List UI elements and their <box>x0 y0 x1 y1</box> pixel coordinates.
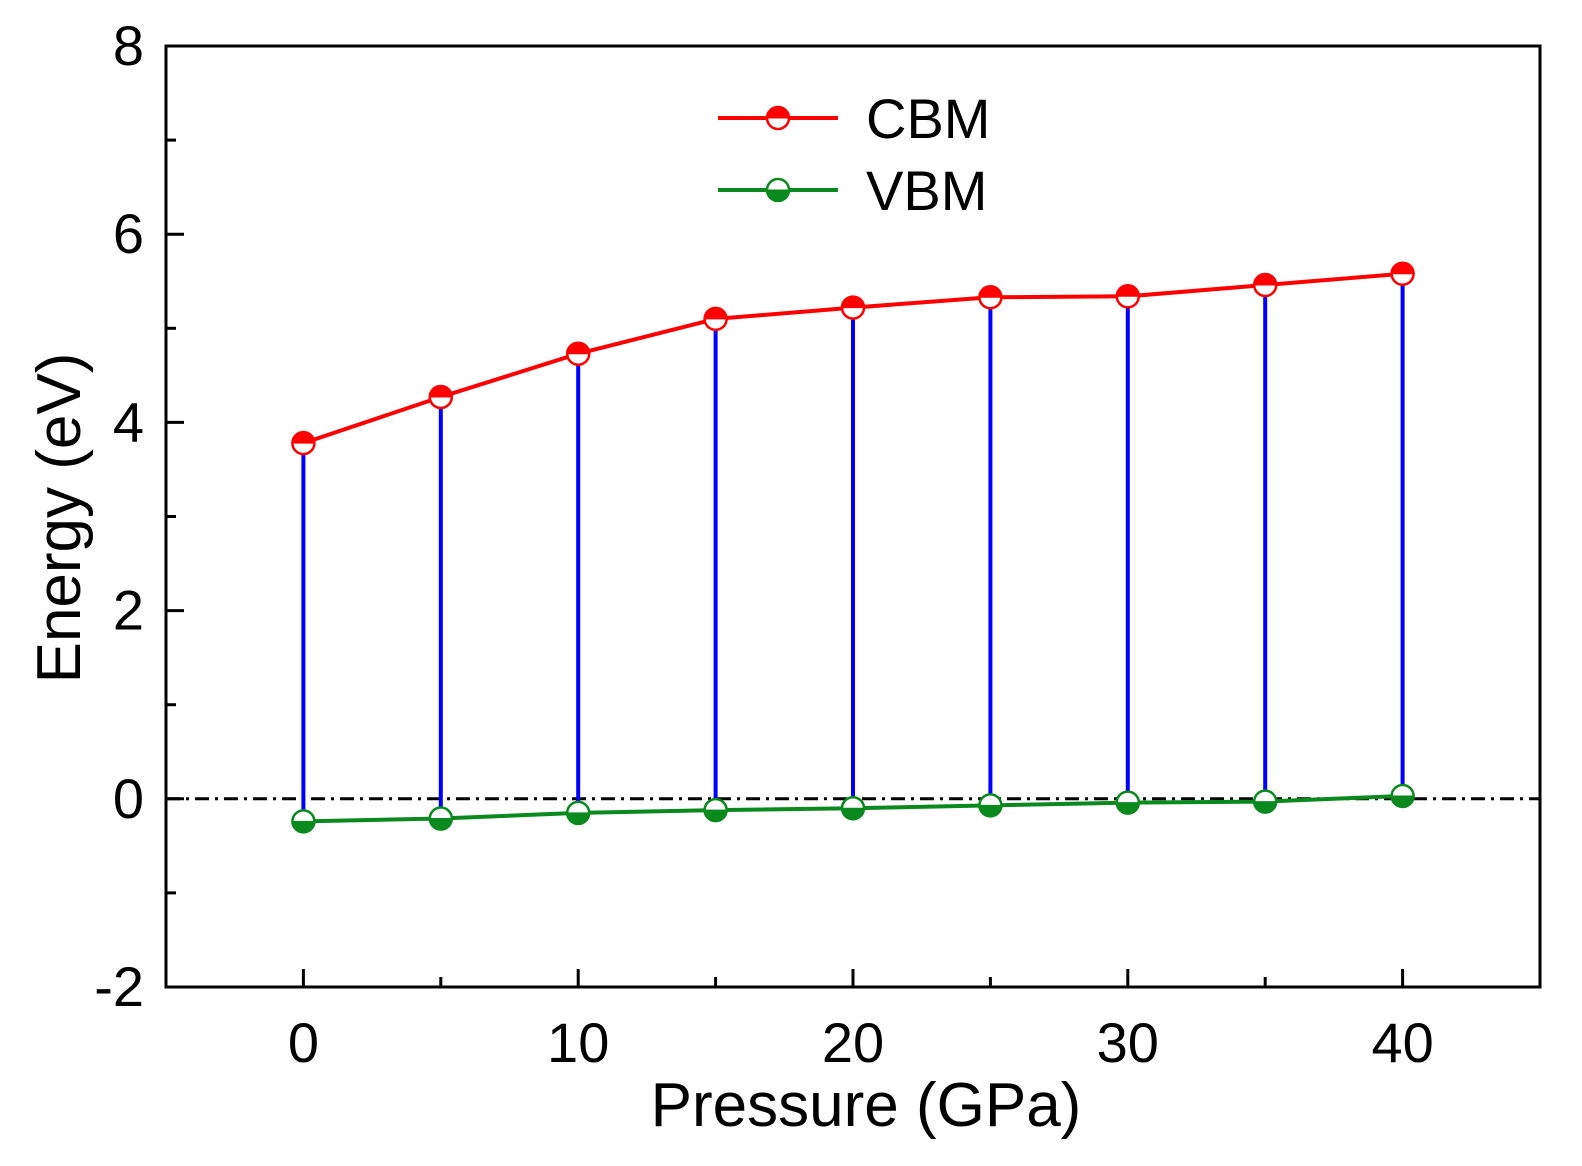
axis-labels-layer: Pressure (GPa) Energy (eV) <box>25 353 1081 1140</box>
x-tick-label: 20 <box>822 1011 884 1074</box>
marker-fill <box>291 431 315 444</box>
marker-fill <box>1116 284 1140 297</box>
marker-fill <box>1116 802 1140 814</box>
x-tick-label: 10 <box>547 1011 609 1074</box>
legend-label: CBM <box>866 87 990 150</box>
x-axis-title: Pressure (GPa) <box>651 1071 1082 1140</box>
data-point-cbm <box>978 284 1003 310</box>
data-point-cbm <box>428 384 454 410</box>
x-tick-label: 30 <box>1097 1011 1159 1074</box>
data-point-cbm <box>565 341 591 366</box>
y-tick-label: 8 <box>113 14 144 77</box>
marker-fill <box>978 804 1002 817</box>
data-point-vbm <box>978 793 1003 818</box>
marker-fill <box>429 385 453 398</box>
legend: CBM VBM <box>718 87 990 222</box>
marker-fill <box>841 296 865 309</box>
x-tick-label: 0 <box>288 1011 319 1074</box>
legend-entry-vbm: VBM <box>718 159 987 222</box>
marker-fill <box>1391 262 1415 275</box>
marker-fill <box>766 189 790 202</box>
axes-layer: -2 0 2 4 6 8 0 10 20 30 40 <box>94 14 1542 1074</box>
y-tick-label: 6 <box>113 202 144 265</box>
y-tick-label: 4 <box>113 390 144 453</box>
data-point-vbm <box>565 800 591 826</box>
data-point-cbm <box>291 430 316 456</box>
data-point-cbm <box>1390 261 1415 286</box>
marker-fill <box>841 807 865 820</box>
data-point-cbm <box>703 306 728 332</box>
data-point-cbm <box>840 295 866 320</box>
marker-fill <box>1253 273 1277 286</box>
data-point-cbm <box>1115 284 1141 309</box>
marker-fill <box>291 820 315 833</box>
marker-fill <box>766 106 790 119</box>
marker-fill <box>566 812 590 825</box>
y-axis-title: Energy (eV) <box>25 353 94 684</box>
data-point-vbm <box>1390 783 1415 809</box>
marker-fill <box>978 285 1002 298</box>
data-point-vbm <box>703 797 728 823</box>
gap-lines-layer <box>301 273 1405 822</box>
data-point-vbm <box>840 795 866 821</box>
data-point-vbm <box>291 809 316 834</box>
legend-marker <box>765 105 791 131</box>
marker-fill <box>704 809 728 822</box>
marker-fill <box>704 307 728 320</box>
y-tick-label: 0 <box>113 767 144 830</box>
legend-marker <box>765 177 791 203</box>
data-point-vbm <box>428 806 454 831</box>
data-point-cbm <box>1252 272 1278 298</box>
marker-fill <box>566 342 590 355</box>
data-point-vbm <box>1252 789 1278 814</box>
legend-label: VBM <box>866 159 987 222</box>
y-tick-label: 2 <box>113 579 144 642</box>
marker-fill <box>1253 801 1277 814</box>
data-point-vbm <box>1115 790 1141 815</box>
marker-fill <box>429 818 453 830</box>
legend-entry-cbm: CBM <box>718 87 990 150</box>
series-layer <box>291 261 1415 834</box>
marker-fill <box>1391 795 1415 808</box>
x-tick-label: 40 <box>1371 1011 1433 1074</box>
y-tick-label: -2 <box>94 955 144 1018</box>
